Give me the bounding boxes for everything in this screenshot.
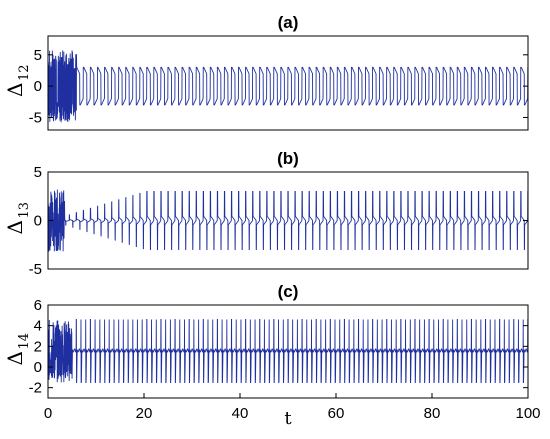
x-tick-label-4: 80 (424, 405, 441, 422)
x-tick-label-2: 40 (232, 405, 249, 422)
y-tick-label-3-2: 2 (34, 338, 42, 355)
y-tick-label-1-2: 5 (34, 47, 42, 64)
x-tick-label-3: 60 (328, 405, 345, 422)
y-tick-label-3-4: 6 (34, 297, 42, 314)
y-axis-label-3: Δ (3, 351, 27, 365)
panel-title-1: (a) (278, 13, 299, 32)
y-tick-label-3-1: 0 (34, 359, 42, 376)
y-tick-label-3-0: -2 (29, 380, 42, 397)
y-axis-label-2: Δ (3, 220, 27, 234)
series-line-1-1 (48, 50, 528, 123)
y-axis-label-sub-2: 13 (17, 202, 32, 219)
x-tick-label-0: 0 (44, 405, 52, 422)
plot-frame-3 (47, 304, 529, 399)
y-axis-label-sub-3: 14 (17, 333, 32, 350)
plot-frame-1 (47, 35, 529, 131)
y-axis-label-sub-1: 12 (17, 64, 32, 81)
x-tick-label-5: 100 (515, 405, 540, 422)
y-tick-label-2-2: 5 (34, 164, 42, 181)
series-line-3-1 (48, 319, 528, 383)
y-tick-label-2-1: 0 (34, 213, 42, 230)
x-axis-label: t (284, 408, 292, 429)
y-tick-label-1-1: 0 (34, 78, 42, 95)
panel-title-2: (b) (277, 149, 299, 168)
y-axis-label-1: Δ (3, 83, 27, 97)
y-tick-label-2-0: -5 (29, 261, 42, 278)
y-tick-label-1-0: -5 (29, 109, 42, 126)
x-tick-label-1: 20 (136, 405, 153, 422)
panel-title-3: (c) (278, 282, 299, 301)
y-tick-label-3-3: 4 (34, 318, 42, 335)
series-line-2-1 (48, 189, 528, 252)
